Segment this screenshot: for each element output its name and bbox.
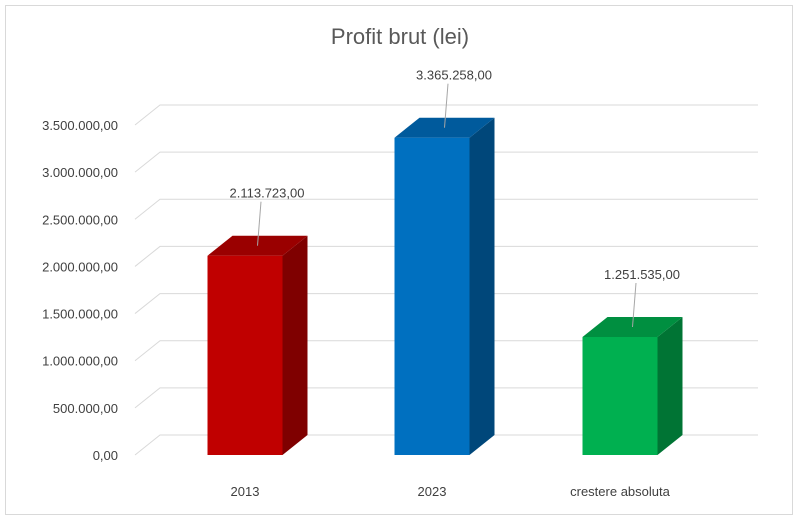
x-category-label: 2013 — [231, 484, 260, 499]
y-tick-label: 3.500.000,00 — [42, 118, 118, 133]
chart-title: Profit brut (lei) — [331, 24, 469, 49]
x-category-label: 2023 — [418, 484, 447, 499]
data-label: 1.251.535,00 — [604, 267, 680, 282]
gridline — [134, 245, 758, 267]
gridline — [134, 151, 758, 173]
data-label: 3.365.258,00 — [416, 68, 492, 83]
bar-side — [469, 117, 495, 455]
gridline — [134, 340, 758, 362]
gridline — [134, 293, 758, 314]
y-tick-label: 3.000.000,00 — [42, 165, 118, 180]
y-tick-label: 1.000.000,00 — [42, 354, 118, 369]
bar-front — [207, 255, 283, 455]
gridline — [134, 434, 758, 456]
bar — [582, 316, 683, 455]
y-axis-ticks: 0,00 500.000,00 1.000.000,00 1.500.000,00 2.… — [42, 118, 118, 463]
gridline — [134, 198, 758, 220]
y-tick-label: 500.000,00 — [53, 401, 118, 416]
bar-front — [394, 137, 470, 456]
bar-side — [282, 235, 308, 455]
data-labels: 2.113.723,00 3.365.258,00 1.251.535,00 — [230, 68, 680, 328]
x-category-label: crestere absoluta — [570, 484, 670, 499]
y-tick-label: 1.500.000,00 — [42, 307, 118, 322]
gridline — [134, 104, 758, 126]
x-axis-categories: 2013 2023 crestere absoluta — [231, 484, 671, 499]
y-tick-label: 2.000.000,00 — [42, 259, 118, 274]
bars — [207, 117, 683, 456]
y-tick-label: 0,00 — [93, 448, 118, 463]
data-label-leader — [444, 83, 449, 128]
gridlines — [134, 104, 758, 456]
bar — [207, 235, 308, 455]
bar-side — [657, 316, 683, 455]
bar-front — [582, 336, 658, 455]
gridline — [134, 387, 758, 409]
data-label-leader — [257, 201, 262, 246]
data-label: 2.113.723,00 — [230, 186, 305, 201]
bar — [394, 117, 495, 456]
y-tick-label: 2.500.000,00 — [42, 212, 118, 227]
data-label-leader — [632, 282, 637, 328]
